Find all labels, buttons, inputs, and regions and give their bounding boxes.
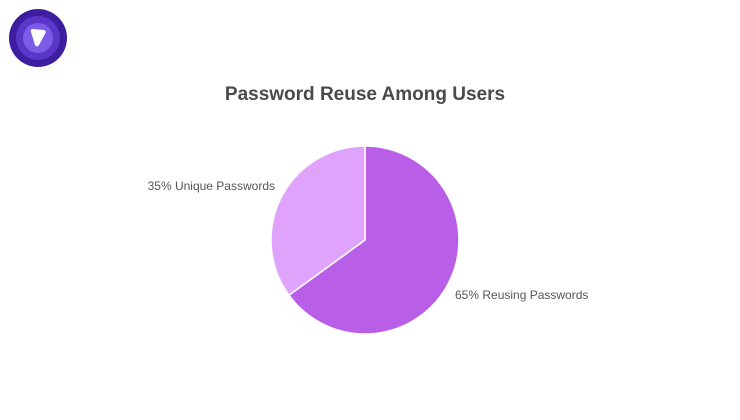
chart-title: Password Reuse Among Users: [224, 84, 506, 105]
brand-logo: [9, 9, 67, 67]
pie-slice: [287, 145, 460, 335]
slice-label: 35% Unique Passwords: [148, 179, 275, 193]
slice-label: 65% Reusing Passwords: [455, 288, 588, 302]
pie-slice: [270, 145, 366, 297]
